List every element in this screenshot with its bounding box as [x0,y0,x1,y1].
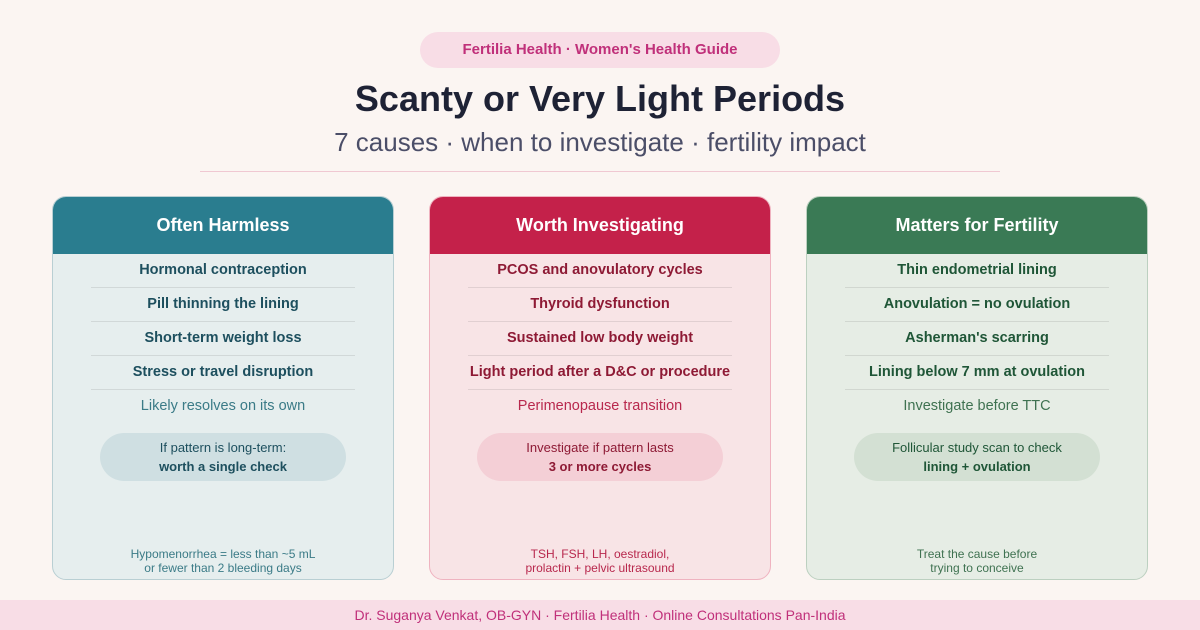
note-pill: If pattern is long-term: worth a single c… [100,433,346,481]
footnote-line: or fewer than 2 bleeding days [144,561,302,575]
cause-item: Sustained low body weight [468,322,732,356]
cause-item: Thyroid dysfunction [468,288,732,322]
subtitle: 7 causes · when to investigate · fertili… [334,127,866,157]
cause-item: Hormonal contraception [91,254,355,288]
cause-item: Light period after a D&C or procedure [468,356,732,390]
footnote-line: prolactin + pelvic ultrasound [525,561,675,575]
note-line: worth a single check [159,459,287,474]
column-card: Matters for Fertility Thin endometrial li… [806,196,1148,580]
column-card: Worth Investigating PCOS and anovulatory … [429,196,771,580]
cause-item: Likely resolves on its own [140,398,306,414]
footer: Dr. Suganya Venkat, OB-GYN · Fertilia He… [0,600,1200,630]
footnote-line: Treat the cause before [916,547,1038,561]
note-line: Follicular study scan to check [892,440,1062,455]
footnote: Treat the cause before trying to conceive [807,547,1147,575]
column-card: Often Harmless Hormonal contraception Pill… [52,196,394,580]
footnote-line: Hypomenorrhea = less than ~5 mL [130,547,316,561]
cause-item: Stress or travel disruption [91,356,355,390]
cause-item: Short-term weight loss [91,322,355,356]
note-line: 3 or more cycles [548,459,652,474]
divider [200,171,1000,172]
note-line: If pattern is long-term: [159,440,287,455]
note-pill: Follicular study scan to check lining + o… [854,433,1100,481]
footnote: TSH, FSH, LH, oestradiol, prolactin + pel… [430,547,770,575]
cause-item: Anovulation = no ovulation [845,288,1109,322]
cause-item: Asherman's scarring [845,322,1109,356]
cause-item: Lining below 7 mm at ovulation [845,356,1109,390]
cause-item: PCOS and anovulatory cycles [468,254,732,288]
footnote: Hypomenorrhea = less than ~5 mL or fewer … [53,547,393,575]
cause-item: Pill thinning the lining [91,288,355,322]
badge: Fertilia Health · Women's Health Guide [420,32,780,68]
note-line: lining + ovulation [923,459,1031,474]
note-line: Investigate if pattern lasts [526,440,674,455]
column-header: Matters for Fertility [807,197,1147,254]
title: Scanty or Very Light Periods [354,78,846,119]
footnote-line: TSH, FSH, LH, oestradiol, [530,547,670,561]
cause-item: Perimenopause transition [517,398,683,414]
column-header: Often Harmless [53,197,393,254]
note-pill: Investigate if pattern lasts 3 or more cy… [477,433,723,481]
column-header: Worth Investigating [430,197,770,254]
footnote-line: trying to conceive [930,561,1024,575]
cause-item: Thin endometrial lining [845,254,1109,288]
cause-item: Investigate before TTC [903,398,1051,414]
